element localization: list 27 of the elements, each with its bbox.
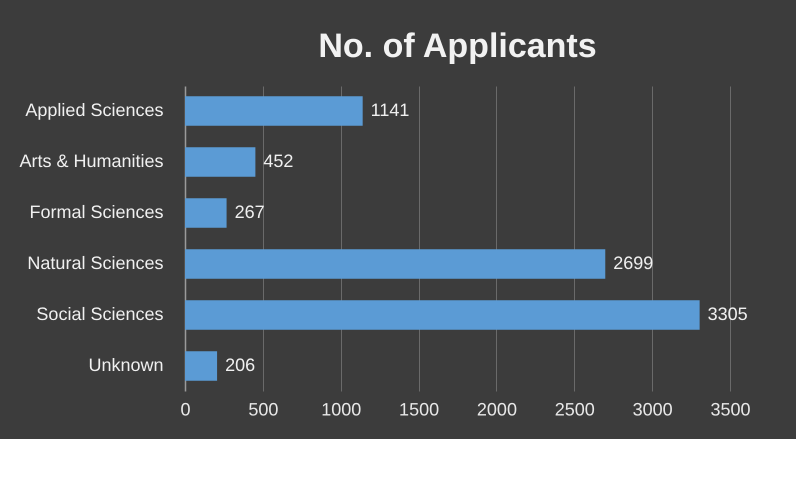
x-tick-label: 2000 [476, 400, 517, 420]
x-tick-label: 3000 [632, 400, 673, 420]
bar [185, 300, 700, 330]
y-tick-label: Social Sciences [36, 304, 164, 324]
x-tick-label: 500 [248, 400, 278, 420]
x-tick-label: 1000 [321, 400, 362, 420]
y-tick-label: Arts & Humanities [19, 150, 164, 171]
bar [185, 351, 218, 381]
bar [185, 147, 256, 177]
y-tick-label: Formal Sciences [29, 202, 164, 222]
data-label: 452 [263, 150, 294, 171]
chart-title: No. of Applicants [318, 27, 597, 65]
x-tick-label: 1500 [399, 400, 440, 420]
bar [185, 249, 606, 279]
y-tick-label: Applied Sciences [25, 100, 164, 120]
x-tick-label: 2500 [554, 400, 595, 420]
bar [185, 96, 363, 126]
data-label: 206 [225, 355, 256, 376]
y-tick-label: Unknown [88, 355, 164, 376]
y-tick-label: Natural Sciences [27, 253, 164, 273]
data-label: 2699 [613, 253, 654, 273]
x-tick-label: 3500 [710, 400, 751, 420]
x-tick-label: 0 [180, 400, 191, 420]
data-label: 1141 [370, 100, 410, 120]
data-label: 3305 [708, 304, 748, 324]
bar [185, 198, 227, 228]
data-label: 267 [234, 202, 265, 222]
